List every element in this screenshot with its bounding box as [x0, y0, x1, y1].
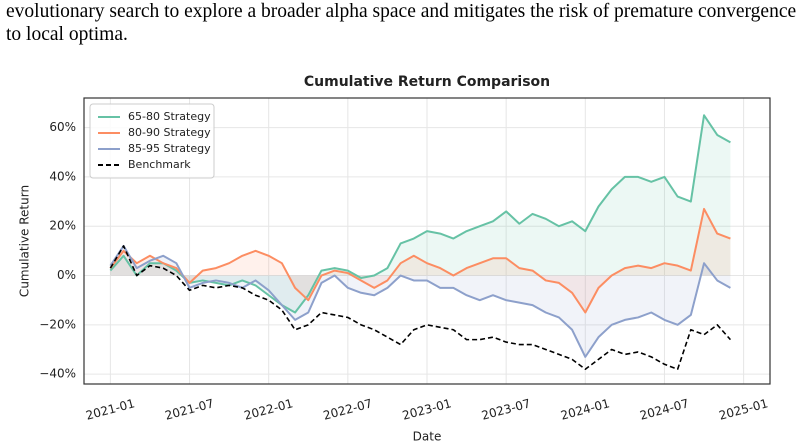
x-axis-label: Date — [413, 430, 442, 444]
y-tick-label: −20% — [39, 317, 76, 331]
y-tick-label: −40% — [39, 367, 76, 381]
y-tick-label: 40% — [49, 169, 76, 183]
line — [109, 207, 731, 314]
x-tick-label: 2021-01 — [84, 396, 136, 423]
x-tick-label: 2021-07 — [163, 396, 215, 423]
legend-label: 85-95 Strategy — [128, 142, 211, 155]
line — [109, 114, 731, 314]
x-tick-label: 2022-07 — [322, 396, 374, 423]
paragraph: evolutionary search to explore a broader… — [6, 1, 797, 45]
x-tick-label: 2024-07 — [638, 396, 690, 423]
legend: 65-80 Strategy 80-90 Strategy 85-95 Strate… — [89, 103, 215, 179]
legend-label: 65-80 Strategy — [128, 110, 211, 123]
line — [109, 245, 732, 371]
y-tick-label: 20% — [49, 219, 76, 233]
y-tick-label: 0% — [57, 268, 76, 282]
line — [109, 244, 731, 358]
legend-label: 80-90 Strategy — [128, 126, 211, 139]
area-fill — [110, 208, 731, 313]
x-tick-label: 2023-07 — [480, 396, 532, 423]
x-tick-label: 2022-01 — [243, 396, 295, 423]
legend-label: Benchmark — [128, 158, 191, 171]
area-fill — [110, 245, 731, 357]
x-tick-label: 2025-01 — [717, 396, 769, 423]
x-tick-label: 2023-01 — [401, 396, 453, 423]
y-axis-label: Cumulative Return — [18, 185, 32, 297]
area-fill — [110, 115, 731, 313]
chart-title: Cumulative Return Comparison — [304, 74, 550, 90]
legend-box — [89, 103, 215, 179]
y-tick-label: 60% — [49, 120, 76, 134]
plot-frame — [83, 97, 771, 385]
x-tick-label: 2024-01 — [559, 396, 611, 423]
